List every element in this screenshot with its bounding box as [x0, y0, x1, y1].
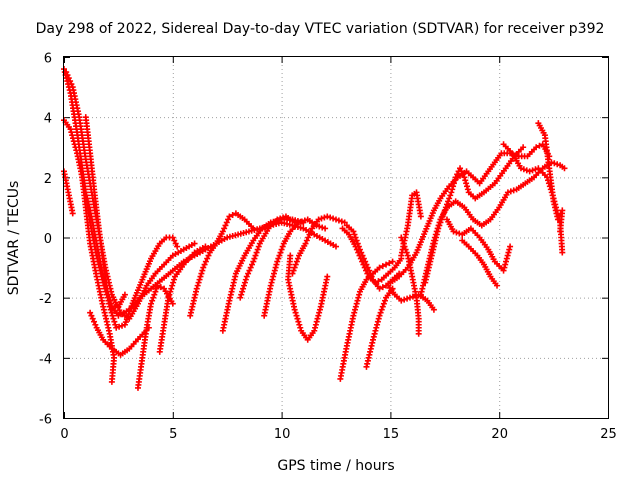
series-arc-9 [156, 243, 209, 355]
series-arc-14 [289, 213, 348, 277]
series-markers [82, 114, 128, 310]
x-tick-label: 0 [60, 427, 68, 442]
series-markers [398, 189, 424, 259]
series-arc-29 [535, 120, 566, 235]
y-tick-label: -6 [39, 413, 52, 428]
series-arc-18 [337, 258, 396, 382]
series-arc-15 [285, 252, 331, 343]
plot-frame [63, 56, 609, 419]
series-markers [443, 216, 514, 274]
series-markers [459, 237, 501, 289]
series-line [419, 161, 566, 296]
series-markers [289, 213, 348, 277]
series-arc-27 [459, 237, 501, 289]
series-arc-8 [134, 282, 176, 391]
series-markers [237, 213, 298, 301]
series-arc-7 [87, 309, 152, 358]
series-arc-22 [398, 189, 424, 259]
series-arc-5 [78, 168, 118, 385]
series-markers [363, 285, 396, 370]
y-tick-label: -4 [39, 352, 52, 367]
series-line [445, 218, 512, 272]
x-tick-label: 10 [274, 427, 291, 442]
series-markers [387, 141, 553, 286]
series-markers [78, 168, 118, 385]
series-markers [285, 252, 331, 343]
series-arc-12 [237, 213, 298, 301]
series-markers [87, 309, 152, 358]
x-tick-label: 5 [169, 427, 177, 442]
x-tick-label: 25 [600, 427, 617, 442]
series-markers [535, 120, 566, 235]
series-markers [337, 258, 396, 382]
grid [64, 57, 608, 418]
chart-title: Day 298 of 2022, Sidereal Day-to-day VTE… [36, 21, 605, 37]
y-tick-label: 6 [44, 52, 52, 67]
series-arc-10 [187, 210, 257, 319]
series-arc-23 [387, 141, 553, 286]
x-tick-label: 20 [491, 427, 508, 442]
data-series [61, 66, 568, 391]
series-arc-6 [82, 114, 128, 310]
series-line [63, 119, 179, 329]
series-arc-25 [422, 144, 527, 286]
series-arc-26 [443, 216, 514, 274]
y-tick-label: 0 [44, 232, 52, 247]
series-markers [156, 243, 209, 355]
y-axis-label: SDTVAR / TECUs [6, 181, 22, 296]
series-arc-19 [363, 285, 396, 370]
y-tick-label: 2 [44, 172, 52, 187]
series-markers [134, 282, 176, 391]
y-tick-label: -2 [39, 292, 52, 307]
axis-ticks: 0 5 10 15 20 25 -6 -4 -2 0 2 4 6 [39, 52, 617, 443]
x-axis-label: GPS time / hours [277, 458, 394, 474]
series-markers [422, 144, 527, 286]
y-tick-label: 4 [44, 112, 52, 127]
x-tick-label: 15 [383, 427, 400, 442]
series-markers [187, 210, 257, 319]
